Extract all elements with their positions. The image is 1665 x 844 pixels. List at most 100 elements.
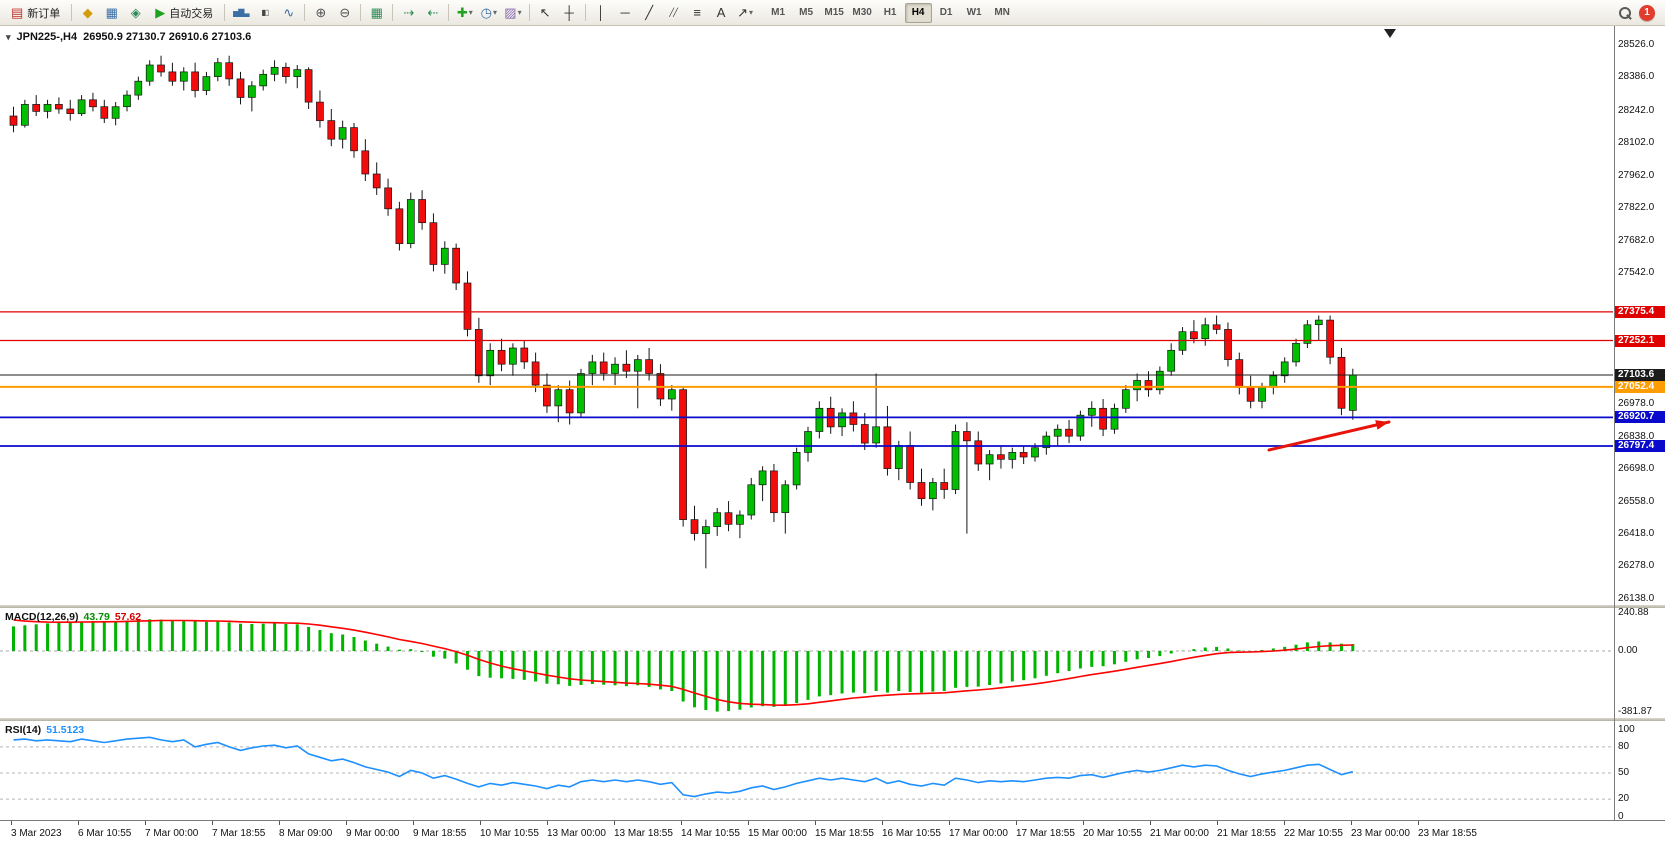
time-tick (748, 821, 749, 825)
bar-chart-icon[interactable]: ▅▇▃ (229, 2, 252, 24)
templates-icon-glyph: ▨ (504, 5, 517, 20)
trendline-icon-glyph: ╱ (645, 5, 654, 20)
chart-shift-icon[interactable]: ⇠ (421, 2, 444, 24)
time-label: 16 Mar 10:55 (882, 828, 941, 839)
horizontal-line-icon[interactable]: ─ (614, 2, 637, 24)
data-window-icon[interactable]: ▦ (100, 2, 123, 24)
market-watch-icon[interactable]: ◆ (76, 2, 99, 24)
price-axis-label: -381.87 (1618, 706, 1652, 717)
toolbar-separator (71, 4, 73, 21)
time-label: 13 Mar 18:55 (614, 828, 673, 839)
timeframe-d1-button[interactable]: D1 (933, 3, 960, 23)
candlestick-chart-icon[interactable]: ▮▯ (253, 2, 276, 24)
time-label: 23 Mar 18:55 (1418, 828, 1477, 839)
rsi-label: RSI(14) 51.5123 (5, 724, 84, 736)
time-tick (1217, 821, 1218, 825)
time-tick (413, 821, 414, 825)
timeframe-m30-button[interactable]: M30 (849, 3, 876, 23)
price-axis-label: 0 (1618, 811, 1624, 822)
time-label: 14 Mar 10:55 (681, 828, 740, 839)
oneclick-arrow-icon[interactable]: ▾ (6, 31, 11, 42)
cursor-icon[interactable]: ↖ (534, 2, 557, 24)
tile-windows-icon-glyph: ▦ (370, 5, 383, 20)
timeframe-h4-button[interactable]: H4 (904, 2, 932, 23)
price-axis-label: 100 (1618, 724, 1635, 735)
market-watch-icon-glyph: ◆ (82, 5, 93, 20)
templates-icon[interactable]: ▨ ▾ (501, 2, 524, 24)
toolbar-separator (392, 4, 394, 21)
zoom-out-icon[interactable]: ⊖ (333, 2, 356, 24)
navigator-icon[interactable]: ◈ (124, 2, 147, 24)
chevron-down-icon: ▾ (492, 8, 497, 17)
toolbar: ▤ 新订单 ◆ ▦ ◈ ▶ 自动交易 ▅▇▃ ▮▯ ∿ ⊕ ⊖ ▦ ⇢ ⇠ ✚ ▾ ◷ ▾ ▨ ▾ ↖ ┼ │ ─ ╱ ╱╱ ≡ A ↗ ▾… (0, 0, 1665, 26)
time-label: 15 Mar 18:55 (815, 828, 874, 839)
time-label: 10 Mar 10:55 (480, 828, 539, 839)
arrows-icon[interactable]: ↗ ▾ (734, 2, 757, 24)
price-axis[interactable]: 28526.0 28386.0 28242.0 28102.0 27962.0 27822… (1614, 26, 1665, 822)
main-chart-svg[interactable] (0, 26, 1613, 605)
timeframe-m5-button[interactable]: M5 (793, 3, 820, 23)
new-order-button-icon: ▤ (11, 5, 24, 20)
crosshair-icon[interactable]: ┼ (558, 2, 581, 24)
rsi-pane-svg[interactable] (0, 721, 1613, 820)
periods-icon-glyph: ◷ (480, 5, 492, 20)
toolbar-separator (448, 4, 450, 21)
fibonacci-icon-glyph: ≡ (693, 5, 701, 20)
shift-marker-icon[interactable] (1384, 29, 1396, 38)
trendline-icon[interactable]: ╱ (638, 2, 661, 24)
price-axis-label: 20 (1618, 793, 1630, 804)
auto-scroll-icon[interactable]: ⇢ (397, 2, 420, 24)
time-tick (480, 821, 481, 825)
rsi-value: 51.5123 (46, 724, 85, 736)
indicators-icon[interactable]: ✚ ▾ (453, 2, 476, 24)
vertical-line-icon-glyph: │ (597, 5, 606, 20)
line-chart-icon[interactable]: ∿ (277, 2, 300, 24)
time-label: 23 Mar 00:00 (1351, 828, 1410, 839)
toolbar-right: 1 (1619, 4, 1661, 21)
time-axis[interactable]: 3 Mar 2023 6 Mar 10:55 7 Mar 00:00 7 Mar 18… (0, 820, 1665, 844)
equidistant-channel-icon[interactable]: ╱╱ (662, 2, 685, 24)
timeframe-w1-button[interactable]: W1 (961, 3, 988, 23)
trend-arrow-annotation[interactable] (1267, 420, 1391, 452)
tile-windows-icon[interactable]: ▦ (365, 2, 388, 24)
price-axis-label: 27542.0 (1618, 267, 1655, 278)
price-tag: 27052.4 (1615, 381, 1665, 393)
time-tick (949, 821, 950, 825)
horizontal-price-lines[interactable] (0, 311, 1613, 447)
price-axis-label: 50 (1618, 767, 1630, 778)
toolbar-separator (528, 4, 530, 21)
time-tick (1418, 821, 1419, 825)
new-order-button[interactable]: ▤ 新订单 (4, 2, 67, 24)
pane-separator[interactable] (0, 718, 1665, 721)
macd-label: MACD(12,26,9) 43.79 57.62 (5, 611, 141, 623)
pane-separator[interactable] (0, 605, 1665, 608)
arrows-icon-glyph: ↗ (737, 5, 749, 20)
rsi-name: RSI(14) (5, 724, 42, 736)
indicators-icon-glyph: ✚ (456, 5, 468, 20)
vertical-line-icon[interactable]: │ (590, 2, 613, 24)
crosshair-icon-glyph: ┼ (564, 5, 574, 20)
macd-pane-svg[interactable] (0, 608, 1613, 718)
autotrade-button[interactable]: ▶ 自动交易 (148, 2, 220, 24)
price-axis-label: 0.00 (1618, 645, 1638, 656)
line-chart-icon-glyph: ∿ (283, 5, 295, 20)
text-icon[interactable]: A (710, 2, 733, 24)
time-tick (815, 821, 816, 825)
macd-name: MACD(12,26,9) (5, 611, 79, 623)
toolbar-separator (224, 4, 226, 21)
fibonacci-icon[interactable]: ≡ (686, 2, 709, 24)
price-tag: 27375.4 (1615, 306, 1665, 318)
periods-icon[interactable]: ◷ ▾ (477, 2, 500, 24)
timeframe-h1-button[interactable]: H1 (877, 3, 904, 23)
price-tag: 26920.7 (1615, 411, 1665, 423)
notification-badge[interactable]: 1 (1639, 4, 1655, 21)
timeframe-m15-button[interactable]: M15 (821, 3, 848, 23)
zoom-in-icon[interactable]: ⊕ (309, 2, 332, 24)
time-tick (11, 821, 12, 825)
zoom-out-icon-glyph: ⊖ (339, 5, 351, 20)
price-axis-label: 28242.0 (1618, 105, 1655, 116)
time-label: 17 Mar 00:00 (949, 828, 1008, 839)
timeframe-m1-button[interactable]: M1 (765, 3, 792, 23)
timeframe-mn-button[interactable]: MN (989, 3, 1016, 23)
search-icon[interactable] (1619, 6, 1631, 19)
